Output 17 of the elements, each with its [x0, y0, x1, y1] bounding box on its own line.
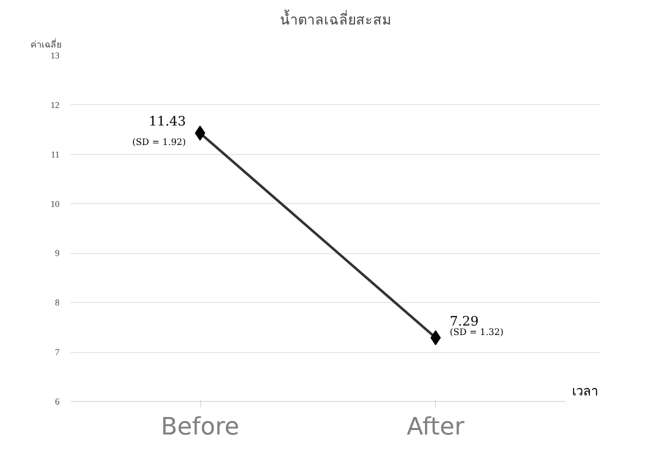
annotation: (SD = 1.32) [450, 328, 504, 338]
chart-title: น้ำตาลเฉลี่ยสะสม [280, 10, 391, 28]
y-tick-label: 8 [55, 298, 60, 308]
y-tick-label: 11 [50, 149, 60, 160]
x-tick-label: After [406, 412, 465, 440]
y-tick-label: 13 [50, 50, 60, 60]
data-label: 7.29 [450, 314, 479, 330]
x-tick-label: Before [160, 412, 240, 440]
x-axis-title: เวลา [572, 384, 598, 400]
y-tick-label: 9 [55, 248, 60, 258]
data-label: 11.43 [148, 114, 186, 130]
y-axis-title: ค่าเฉลี่ย [30, 38, 62, 50]
y-tick-label: 10 [50, 198, 60, 209]
annotation: (SD = 1.92) [132, 138, 186, 148]
y-tick-label: 12 [50, 100, 60, 110]
y-tick-label: 7 [55, 347, 60, 358]
y-tick-label: 6 [55, 396, 60, 406]
